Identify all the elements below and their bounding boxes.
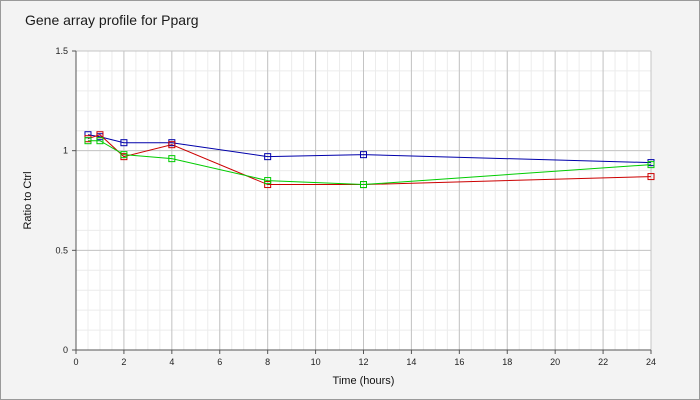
series-3-marker bbox=[120, 151, 128, 159]
y-tick-label: 1.5 bbox=[55, 46, 68, 56]
series-1-marker bbox=[360, 151, 367, 159]
x-tick-label: 24 bbox=[646, 357, 656, 367]
x-tick-label: 10 bbox=[311, 357, 321, 367]
y-tick-label: 1 bbox=[63, 146, 68, 156]
x-tick-label: 8 bbox=[265, 357, 270, 367]
series-1-marker bbox=[264, 153, 272, 161]
series-3-marker bbox=[360, 181, 367, 189]
series-3-marker bbox=[647, 161, 655, 169]
series-2-marker bbox=[264, 181, 272, 189]
y-axis-label: Ratio to Ctrl bbox=[22, 171, 34, 229]
x-tick-label: 0 bbox=[73, 357, 78, 367]
x-tick-label: 22 bbox=[598, 357, 608, 367]
y-tick-label: 0 bbox=[63, 345, 68, 355]
series-3-marker bbox=[264, 177, 272, 185]
series-3-marker bbox=[84, 137, 92, 145]
series-2-marker bbox=[168, 141, 176, 149]
series-3-marker bbox=[168, 155, 176, 163]
series-2-marker bbox=[647, 173, 655, 181]
x-tick-label: 20 bbox=[550, 357, 560, 367]
chart-title: Gene array profile for Pparg bbox=[25, 12, 199, 28]
x-tick-label: 16 bbox=[454, 357, 464, 367]
series-line-3 bbox=[87, 140, 652, 186]
x-axis-label: Time (hours) bbox=[333, 375, 395, 387]
x-tick-label: 12 bbox=[358, 357, 368, 367]
series-3-marker bbox=[96, 137, 104, 145]
x-tick-label: 2 bbox=[121, 357, 126, 367]
x-tick-label: 6 bbox=[217, 357, 222, 367]
x-tick-label: 4 bbox=[169, 357, 174, 367]
series-1-marker bbox=[120, 139, 128, 147]
y-tick-label: 0.5 bbox=[55, 245, 68, 255]
series-line-1 bbox=[87, 134, 652, 164]
x-tick-label: 14 bbox=[406, 357, 416, 367]
x-tick-label: 18 bbox=[502, 357, 512, 367]
